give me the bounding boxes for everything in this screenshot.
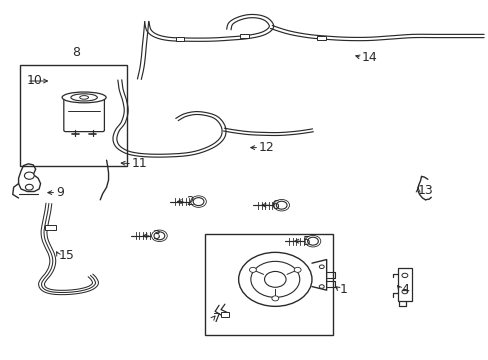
Circle shape: [273, 199, 289, 211]
Circle shape: [305, 235, 320, 247]
Ellipse shape: [71, 94, 97, 101]
Text: 12: 12: [259, 141, 274, 154]
Bar: [397, 268, 411, 301]
Circle shape: [319, 265, 324, 269]
Bar: [20, 65, 127, 166]
Text: 1: 1: [339, 283, 347, 296]
Circle shape: [24, 172, 34, 179]
Circle shape: [250, 261, 299, 297]
Circle shape: [401, 273, 407, 278]
Text: 11: 11: [132, 157, 147, 170]
Circle shape: [190, 196, 206, 207]
Text: 6: 6: [271, 199, 279, 212]
Text: 8: 8: [72, 46, 80, 59]
Circle shape: [249, 267, 256, 273]
Circle shape: [294, 267, 301, 273]
Text: 14: 14: [361, 51, 377, 64]
Circle shape: [276, 201, 286, 209]
Circle shape: [264, 271, 285, 287]
Circle shape: [154, 232, 164, 240]
Circle shape: [307, 237, 318, 245]
Circle shape: [319, 285, 324, 288]
Text: 4: 4: [400, 283, 408, 296]
Text: 3: 3: [151, 229, 159, 242]
FancyBboxPatch shape: [63, 96, 104, 132]
Circle shape: [401, 289, 407, 294]
Ellipse shape: [80, 96, 88, 99]
Circle shape: [193, 198, 203, 206]
Text: 2: 2: [185, 195, 193, 208]
Circle shape: [271, 296, 278, 301]
Bar: [45, 225, 56, 230]
Circle shape: [25, 184, 33, 190]
Bar: [316, 36, 325, 40]
Text: 5: 5: [303, 235, 310, 248]
Text: 9: 9: [56, 186, 64, 199]
Bar: [205, 234, 332, 335]
Text: 13: 13: [417, 184, 433, 197]
Text: 7: 7: [212, 312, 220, 325]
Text: 15: 15: [59, 249, 74, 262]
Bar: [175, 37, 184, 41]
Ellipse shape: [62, 92, 106, 103]
Bar: [240, 34, 248, 38]
Circle shape: [238, 252, 311, 306]
Bar: [221, 312, 228, 317]
Text: 10: 10: [27, 75, 42, 87]
Circle shape: [151, 230, 167, 242]
